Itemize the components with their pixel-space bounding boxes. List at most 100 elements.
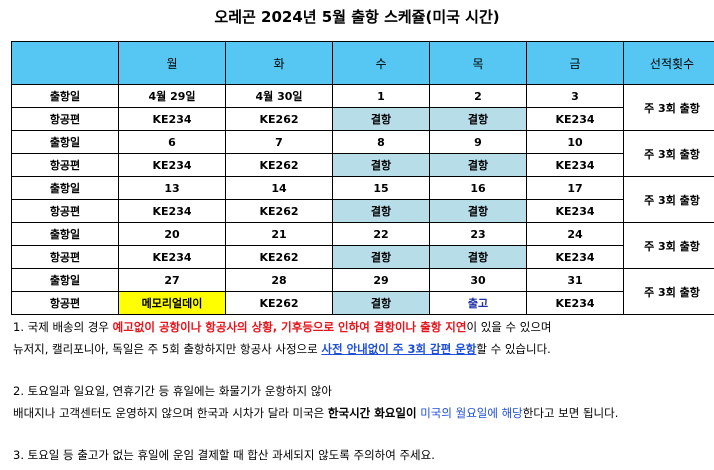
note-warning-text: 예고없이 공항이나 항공사의 상황, 기후등으로 인하여 결항이나 출항 지연 [112,320,467,334]
departure-date-cell: 15 [332,176,430,200]
header-friday: 금 [526,41,624,85]
flight-label: 항공편 [11,245,119,269]
note-highlight-text: 사전 안내없이 주 3회 감편 운항 [321,342,477,356]
note-3: 3. 토요일 등 출고가 없는 휴일에 운임 결제할 때 합산 과세되지 않도록… [13,448,435,462]
flight-cancelled-cell: 결항 [429,107,527,131]
flight-cancelled-cell: 결항 [429,199,527,223]
departure-date-cell: 24 [526,222,624,246]
page-title: 오레곤 2024년 5월 출항 스케쥴(미국 시간) [214,8,500,26]
departure-date-cell: 13 [118,176,226,200]
header-shipping-frequency: 선적횟수 [623,41,714,85]
departure-label: 출항일 [11,268,119,292]
departure-date-cell: 17 [526,176,624,200]
departure-date-cell: 14 [225,176,333,200]
flight-number-cell: KE234 [526,199,624,223]
flight-cancelled-cell: 결항 [429,153,527,177]
departure-label: 출항일 [11,84,119,108]
departure-row: 출항일 13 14 15 16 17 주 3회 출항 [11,176,714,223]
flight-row: 항공편 KE234 KE262 결항 결항 KE234 [11,107,714,131]
flight-number-cell: KE234 [118,153,226,177]
departure-date-cell: 6 [118,130,226,154]
flight-row: 항공편 메모리얼데이 KE262 결항 출고 KE234 [11,291,714,315]
departure-date-cell: 10 [526,130,624,154]
departure-date-cell: 23 [429,222,527,246]
departure-date-cell: 29 [332,268,430,292]
note-text: 한다고 보면 됩니다. [522,406,619,420]
shipment-cell: 출고 [429,291,527,315]
flight-cancelled-cell: 결항 [332,245,430,269]
flight-row: 항공편 KE234 KE262 결항 결항 KE234 [11,153,714,177]
flight-label: 항공편 [11,199,119,223]
flight-number-cell: KE234 [526,107,624,131]
flight-number-cell: KE234 [118,245,226,269]
flight-number-cell: KE262 [225,107,333,131]
flight-cancelled-cell: 결항 [332,291,430,315]
departure-label: 출항일 [11,176,119,200]
note-2-line-1: 2. 토요일과 일요일, 연휴기간 등 휴일에는 화물기가 운항하지 않아 [13,384,332,398]
note-1-line-2: 뉴저지, 캘리포니아, 독일은 주 5회 출항하지만 항공사 사정으로 사전 안… [13,338,708,360]
departure-date-cell: 21 [225,222,333,246]
departure-date-cell: 20 [118,222,226,246]
header-thursday: 목 [429,41,527,85]
flight-number-cell: KE262 [225,153,333,177]
flight-number-cell: KE234 [526,291,624,315]
departure-date-cell: 3 [526,84,624,108]
flight-row: 항공편 KE234 KE262 결항 결항 KE234 [11,199,714,223]
flight-number-cell: KE262 [225,199,333,223]
departure-date-cell: 9 [429,130,527,154]
flight-cancelled-cell: 결항 [332,153,430,177]
departure-label: 출항일 [11,130,119,154]
note-1-line-1: 1. 국제 배송의 경우 예고없이 공항이나 항공사의 상황, 기후등으로 인하… [13,316,708,338]
note-blue-text: 미국의 월요일에 해당 [416,406,523,420]
departure-row: 출항일 4월 29일 4월 30일 1 2 3 주 3회 출항 [11,84,714,131]
flight-label: 항공편 [11,153,119,177]
departure-date-cell: 16 [429,176,527,200]
note-2-line-2: 배대지나 고객센터도 운영하지 않으며 한국과 시차가 달라 미국은 한국시간 … [13,402,708,424]
frequency-cell: 주 3회 출항 [623,222,714,269]
flight-number-cell: KE234 [118,107,226,131]
departure-date-cell: 7 [225,130,333,154]
departure-label: 출항일 [11,222,119,246]
departure-row: 출항일 6 7 8 9 10 주 3회 출항 [11,130,714,177]
departure-date-cell: 28 [225,268,333,292]
flight-label: 항공편 [11,291,119,315]
note-text: 할 수 있습니다. [476,342,551,356]
departure-date-cell: 22 [332,222,430,246]
frequency-cell: 주 3회 출항 [623,130,714,177]
frequency-cell: 주 3회 출항 [623,84,714,131]
header-wednesday: 수 [332,41,430,85]
note-text: 이 있을 수 있으며 [466,320,552,334]
frequency-cell: 주 3회 출항 [623,268,714,315]
flight-number-cell: KE234 [526,153,624,177]
flight-number-cell: KE262 [225,245,333,269]
frequency-cell: 주 3회 출항 [623,176,714,223]
flight-number-cell: KE234 [118,199,226,223]
schedule-table: 월 화 수 목 금 선적횟수 출항일 4월 29일 4월 30일 1 2 3 주 3회 출항… [11,41,714,315]
departure-row: 출항일 20 21 22 23 24 주 3회 출항 [11,222,714,269]
header-blank [11,41,119,85]
note-bold-text: 한국시간 화요일이 [327,406,417,420]
header-row: 월 화 수 목 금 선적횟수 [11,41,714,85]
flight-label: 항공편 [11,107,119,131]
header-monday: 월 [118,41,226,85]
flight-number-cell: KE234 [526,245,624,269]
notes-section: 1. 국제 배송의 경우 예고없이 공항이나 항공사의 상황, 기후등으로 인하… [13,316,708,466]
flight-row: 항공편 KE234 KE262 결항 결항 KE234 [11,245,714,269]
flight-number-cell: KE262 [225,291,333,315]
departure-date-cell: 1 [332,84,430,108]
note-text: 뉴저지, 캘리포니아, 독일은 주 5회 출항하지만 항공사 사정으로 [13,342,322,356]
flight-cancelled-cell: 결항 [332,107,430,131]
departure-date-cell: 4월 29일 [118,84,226,108]
departure-date-cell: 2 [429,84,527,108]
departure-row: 출항일 27 28 29 30 31 주 3회 출항 [11,268,714,315]
flight-cancelled-cell: 결항 [332,199,430,223]
flight-cancelled-cell: 결항 [429,245,527,269]
holiday-cell: 메모리얼데이 [118,291,226,315]
note-text: 배대지나 고객센터도 운영하지 않으며 한국과 시차가 달라 미국은 [13,406,328,420]
departure-date-cell: 4월 30일 [225,84,333,108]
departure-date-cell: 8 [332,130,430,154]
header-tuesday: 화 [225,41,333,85]
departure-date-cell: 27 [118,268,226,292]
departure-date-cell: 31 [526,268,624,292]
departure-date-cell: 30 [429,268,527,292]
